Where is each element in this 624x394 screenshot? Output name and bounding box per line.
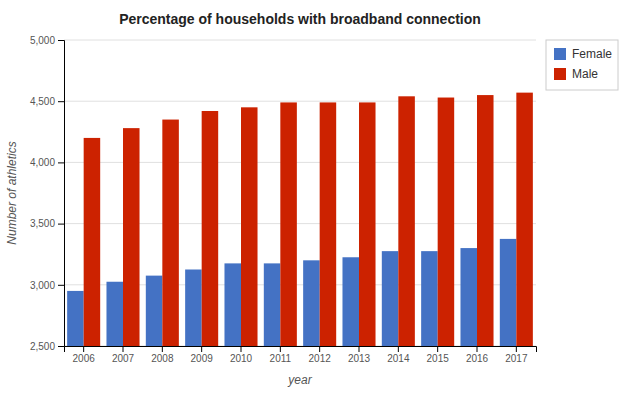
grid-line <box>64 101 536 102</box>
tick-mark <box>58 162 64 163</box>
bar <box>303 260 320 346</box>
bar <box>162 120 179 346</box>
tick-label: 4,500 <box>30 96 55 107</box>
legend-frame <box>546 40 618 90</box>
bar <box>264 263 281 346</box>
bar <box>516 93 533 346</box>
x-axis-title: year <box>287 373 312 387</box>
tick-label: 2012 <box>309 353 332 364</box>
bar <box>320 102 337 346</box>
tick-label: 3,000 <box>30 280 55 291</box>
x-tick: 2012 <box>309 346 332 364</box>
y-tick: 4,000 <box>30 157 64 168</box>
bar <box>438 98 455 346</box>
tick-label: 5,000 <box>30 35 55 46</box>
bar <box>342 257 359 346</box>
x-tick: 2017 <box>505 346 528 364</box>
tick-mark <box>280 346 281 352</box>
tick-mark <box>516 346 517 352</box>
x-tick: 2010 <box>230 346 253 364</box>
y-tick: 3,500 <box>30 218 64 229</box>
plot: 2,5003,0003,5004,0004,5005,0002006200720… <box>30 35 537 394</box>
x-tick: 2007 <box>112 346 135 364</box>
tick-label: 2008 <box>151 353 174 364</box>
tick-label: 2014 <box>387 353 410 364</box>
tick-mark <box>83 346 84 352</box>
tick-mark <box>477 346 478 352</box>
tick-mark <box>58 346 64 347</box>
legend-label: Female <box>572 47 612 61</box>
bar <box>67 291 84 346</box>
title: Percentage of households with broadband … <box>119 11 481 27</box>
y-tick: 2,500 <box>30 341 64 352</box>
bar <box>398 96 415 346</box>
y-tick: 4,500 <box>30 96 64 107</box>
x-tick: 2008 <box>151 346 174 364</box>
tick-label: 2013 <box>348 353 371 364</box>
tick-label: 2006 <box>73 353 96 364</box>
tick-label: 2010 <box>230 353 253 364</box>
bar <box>146 276 163 346</box>
tick-mark <box>123 346 124 352</box>
tick-label: 4,000 <box>30 157 55 168</box>
bar <box>241 107 258 346</box>
x-axis: 2006 2007 2008 2009 2010 2011 2012 2013 2014 2015… <box>65 346 537 364</box>
legend-swatch <box>554 48 566 60</box>
tick-label: 2015 <box>427 353 450 364</box>
tick-mark <box>437 346 438 352</box>
y-tick: 3,000 <box>30 280 64 291</box>
x-tick: 2016 <box>466 346 489 364</box>
legend-item: Female <box>554 47 612 61</box>
axis-domain <box>58 41 65 347</box>
tick-mark <box>58 40 64 41</box>
tick-mark <box>58 224 64 225</box>
bar <box>185 270 202 347</box>
x-tick: 2015 <box>427 346 450 364</box>
tick-label: 2,500 <box>30 341 55 352</box>
axis-domain <box>65 347 537 353</box>
grid-line <box>64 40 536 41</box>
tick-label: 2007 <box>112 353 135 364</box>
tick-mark <box>398 346 399 352</box>
tick-label: 2016 <box>466 353 489 364</box>
tick-label: 2009 <box>191 353 214 364</box>
y-tick: 5,000 <box>30 35 64 46</box>
tick-label: 3,500 <box>30 218 55 229</box>
tick-mark <box>319 346 320 352</box>
x-tick: 2009 <box>191 346 214 364</box>
tick-mark <box>241 346 242 352</box>
bar <box>477 95 494 346</box>
y-axis-title: Number of athletics <box>5 141 19 244</box>
tick-mark <box>58 285 64 286</box>
x-tick: 2013 <box>348 346 371 364</box>
bar <box>224 263 241 346</box>
tick-mark <box>58 101 64 102</box>
bar <box>202 111 219 346</box>
tick-mark <box>201 346 202 352</box>
bar <box>123 128 140 346</box>
legend-item: Male <box>554 67 598 81</box>
x-tick: 2006 <box>73 346 96 364</box>
tick-label: 2017 <box>505 353 528 364</box>
tick-label: 2011 <box>270 353 292 364</box>
bar <box>460 248 477 346</box>
legend: Female Male <box>546 40 618 90</box>
bar <box>84 138 101 346</box>
y-axis: 2,500 3,000 3,500 4,000 4,500 5,000 <box>30 35 65 352</box>
bar <box>421 251 438 346</box>
x-tick: 2011 <box>270 346 292 364</box>
bar <box>382 251 399 346</box>
tick-mark <box>162 346 163 352</box>
bar <box>359 102 376 346</box>
chart: 2,5003,0003,5004,0004,5005,0002006200720… <box>0 0 624 394</box>
bar <box>500 239 517 346</box>
legend-label: Male <box>572 67 598 81</box>
tick-mark <box>359 346 360 352</box>
x-tick: 2014 <box>387 346 410 364</box>
bar-series <box>84 93 533 346</box>
bar <box>106 282 123 346</box>
legend-swatch <box>554 68 566 80</box>
bar <box>280 102 297 346</box>
bars <box>67 93 533 346</box>
